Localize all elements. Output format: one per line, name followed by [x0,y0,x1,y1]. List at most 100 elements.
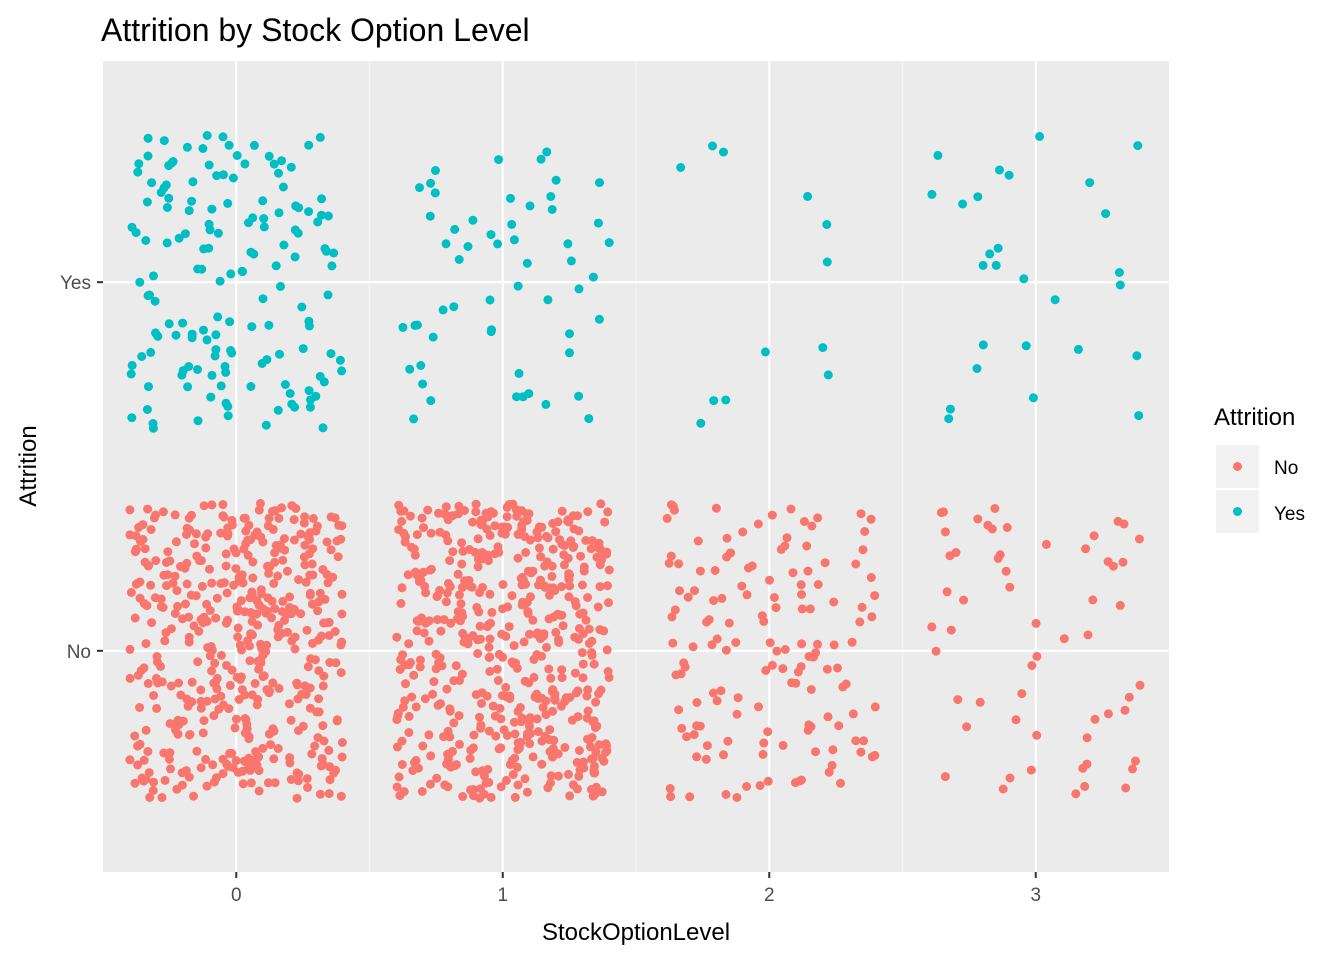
point-no-level-1 [523,608,533,618]
point-no-level-0 [205,606,215,615]
point-no-level-0 [294,726,303,736]
point-yes-level-0 [178,366,188,376]
point-no-level-0 [208,760,218,770]
point-no-level-2 [744,563,753,573]
point-no-level-0 [166,764,175,774]
point-no-level-1 [587,536,597,546]
point-no-level-2 [776,544,786,554]
point-no-level-2 [805,604,815,614]
point-no-level-3 [1026,765,1036,775]
point-no-level-0 [140,544,150,554]
point-no-level-2 [664,558,674,568]
point-yes-level-0 [225,317,235,327]
point-yes-level-1 [547,205,557,214]
point-no-level-0 [216,528,226,538]
point-no-level-1 [568,780,578,790]
point-yes-level-1 [525,201,535,211]
point-no-level-2 [767,510,777,520]
point-no-level-1 [511,658,521,668]
point-no-level-2 [665,784,675,793]
point-no-level-0 [292,678,302,688]
point-no-level-1 [400,537,410,547]
point-yes-level-0 [127,360,137,370]
point-no-level-0 [184,730,194,740]
point-no-level-2 [759,738,769,748]
point-no-level-1 [602,581,612,591]
point-yes-level-0 [264,151,274,161]
point-no-level-0 [138,520,148,530]
point-no-level-1 [393,711,403,721]
point-no-level-0 [268,724,278,734]
point-no-level-0 [268,524,278,534]
point-no-level-0 [184,513,194,523]
point-no-level-2 [712,634,722,644]
point-yes-level-3 [1050,295,1060,305]
point-yes-level-1 [441,239,451,249]
point-no-level-1 [496,714,506,724]
point-no-level-0 [125,530,135,540]
point-no-level-1 [495,703,505,713]
point-yes-level-3 [1133,141,1143,151]
point-no-level-0 [296,609,306,619]
point-no-level-1 [419,523,428,533]
point-no-level-2 [755,781,765,790]
point-no-level-0 [308,570,318,580]
point-no-level-1 [411,702,421,712]
point-no-level-1 [446,618,456,628]
point-no-level-0 [202,781,212,791]
point-yes-level-1 [463,242,473,251]
point-no-level-2 [670,605,680,615]
point-no-level-0 [323,578,333,588]
point-no-level-1 [498,691,507,701]
point-yes-level-0 [238,267,247,277]
point-no-level-3 [1134,534,1144,544]
point-no-level-0 [290,644,300,654]
point-no-level-0 [317,754,327,764]
point-no-level-0 [222,588,232,598]
point-no-level-1 [579,763,589,773]
point-no-level-0 [136,537,145,546]
point-no-level-1 [555,535,564,545]
point-no-level-1 [513,780,523,790]
point-no-level-3 [1017,689,1027,699]
point-no-level-1 [445,556,455,566]
point-no-level-0 [135,577,145,587]
point-yes-level-1 [543,295,553,305]
point-no-level-0 [201,543,211,553]
point-no-level-0 [237,575,247,585]
point-no-level-0 [254,505,264,515]
point-no-level-0 [222,660,231,670]
point-no-level-1 [435,585,445,595]
point-no-level-0 [305,683,315,693]
point-no-level-2 [708,688,718,698]
point-no-level-0 [305,588,315,598]
point-no-level-0 [305,703,315,713]
point-yes-level-0 [313,217,323,227]
point-no-level-2 [799,517,809,526]
point-no-level-2 [797,590,806,599]
point-no-level-0 [264,568,274,578]
point-no-level-1 [426,528,436,538]
point-no-level-1 [548,544,558,554]
point-no-level-0 [184,637,194,647]
point-yes-level-0 [247,322,257,332]
point-no-level-3 [1135,680,1145,690]
point-no-level-1 [529,655,539,664]
point-no-level-1 [572,757,582,767]
point-no-level-0 [238,779,248,789]
point-no-level-3 [975,697,985,707]
point-yes-level-0 [148,419,158,428]
point-no-level-2 [685,792,695,802]
point-no-level-2 [688,642,698,652]
point-no-level-1 [546,778,555,788]
point-no-level-2 [722,552,732,562]
point-no-level-1 [406,542,416,552]
point-yes-level-0 [317,210,326,220]
point-no-level-1 [563,769,573,779]
point-yes-level-1 [509,235,519,245]
point-yes-level-1 [574,391,584,401]
point-no-level-0 [244,734,254,744]
point-no-level-1 [525,629,534,639]
point-yes-level-0 [127,222,137,232]
point-no-level-1 [488,701,498,711]
